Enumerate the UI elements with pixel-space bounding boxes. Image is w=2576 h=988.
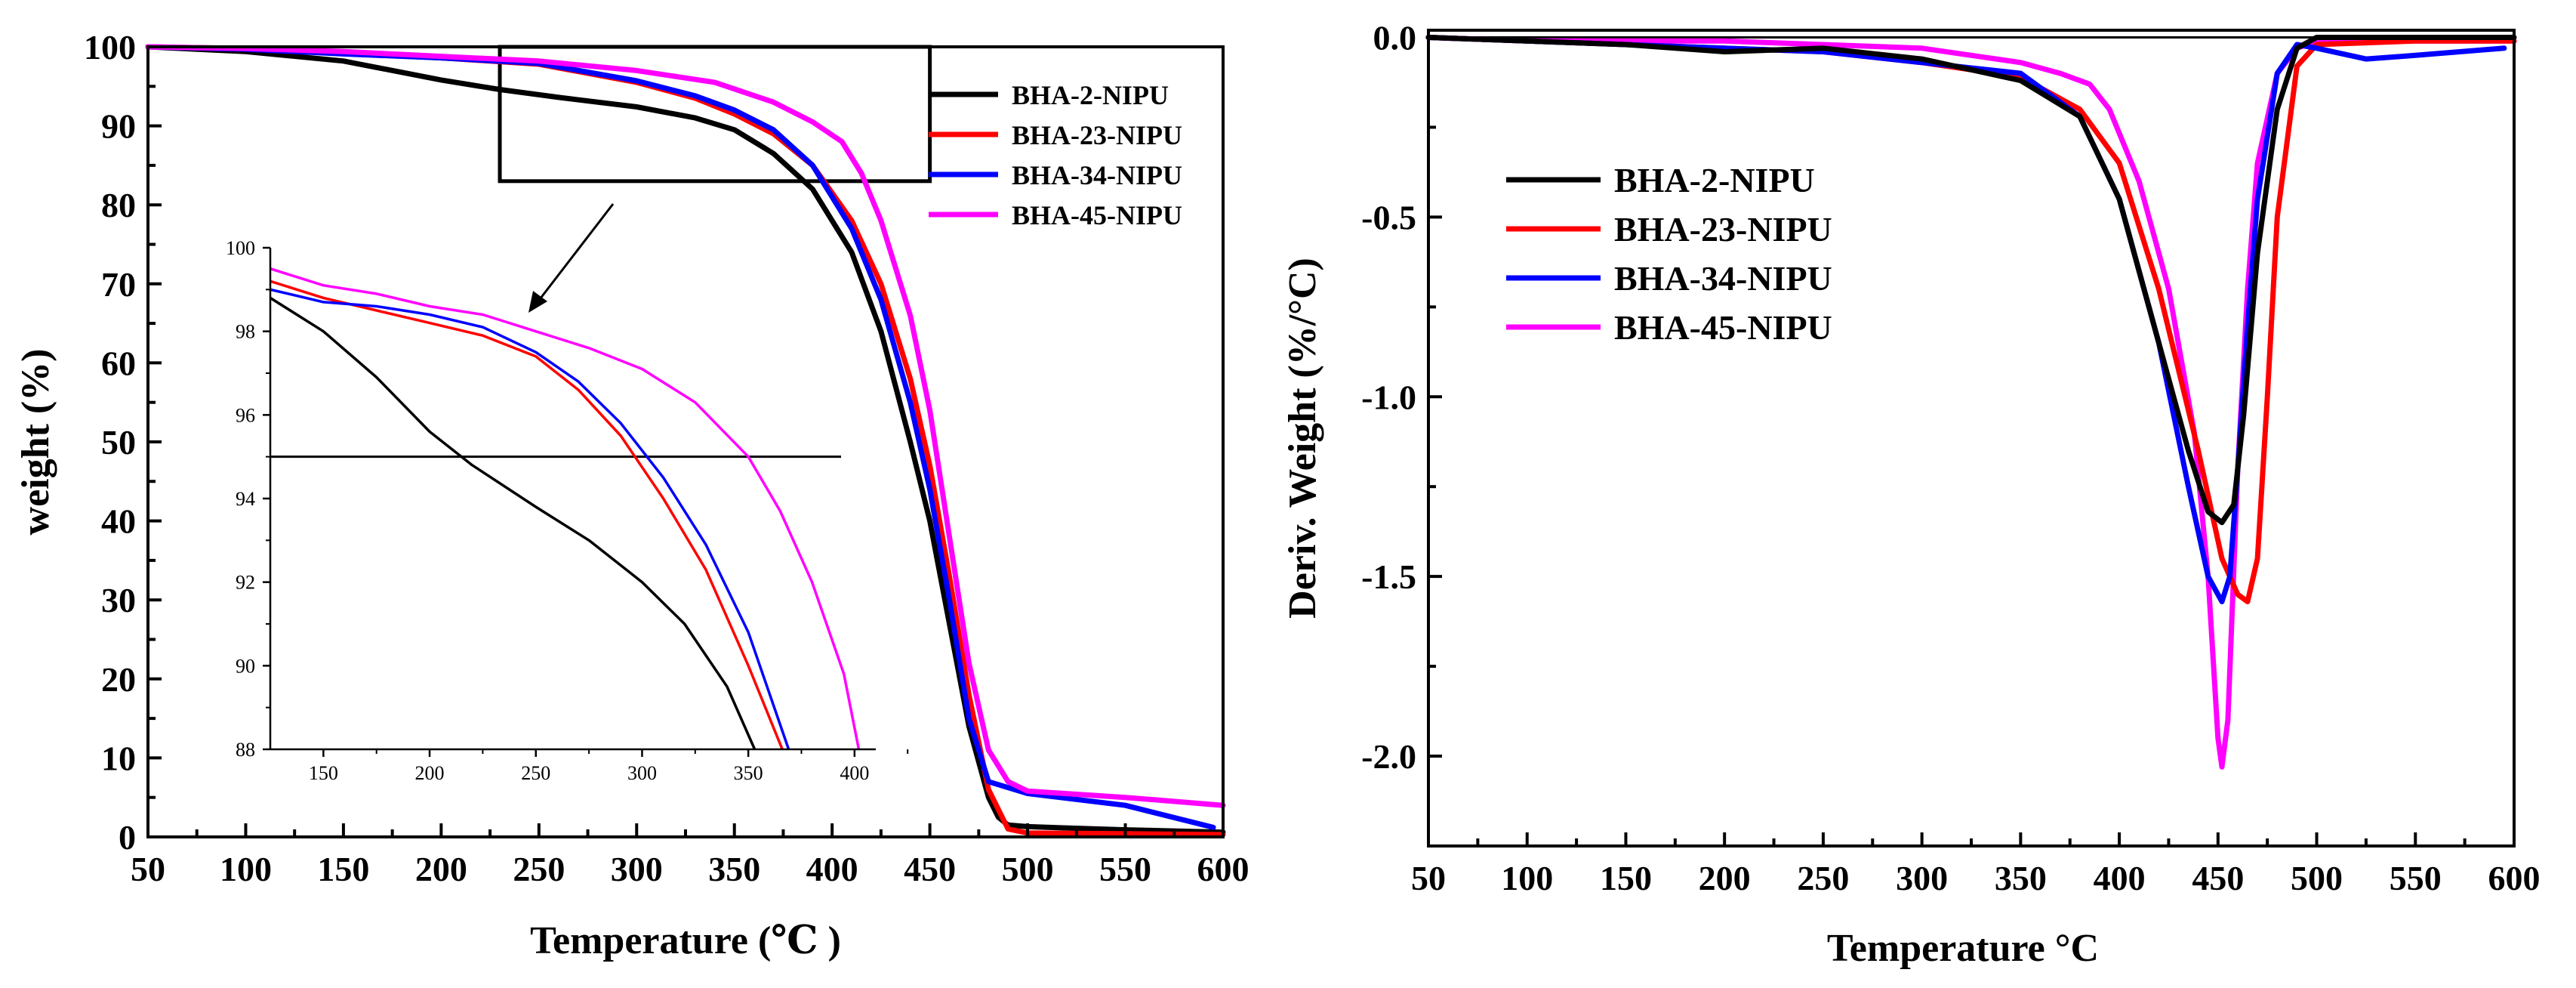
y-axis-title: Deriv. Weight (%/°C) [1281,258,1324,619]
x-tick-label: 100 [1501,859,1553,897]
x-tick-label: 400 [806,850,858,888]
x-tick-label: 450 [904,850,956,888]
y-tick-label: 10 [101,739,136,777]
x-tick-label: 300 [1896,859,1948,897]
y-tick-label: -1.0 [1361,378,1416,416]
x-tick-label: 100 [220,850,272,888]
inset-y-tick-label: 96 [236,404,255,426]
series-line-BHA-2-NIPU [270,296,756,749]
series-line-BHA-45-NIPU [1425,35,2517,770]
x-tick-label: 550 [2390,859,2442,897]
x-tick-label: 50 [1411,859,1446,897]
dtg-chart: 50 100 150 200 250 300 350 400 450 500 550 600 0.0 -0… [1281,19,2541,970]
inset-y-tick-label: 90 [236,655,255,677]
inset-x-tick-label: 400 [840,762,869,784]
inset-y-tick-label: 92 [236,572,255,594]
y-tick-label: 40 [101,502,136,541]
x-axis-title: Temperature °C [1827,927,2099,970]
inset-x-tick-label: 300 [627,762,657,784]
zoom-arrow-line [536,203,615,303]
y-tick-label: -0.5 [1361,198,1416,236]
x-tick-label: 550 [1099,850,1151,888]
x-tick-label: 300 [611,850,663,888]
x-tick-label: 600 [2488,859,2541,897]
series-line-BHA-34-NIPU [1425,35,2507,604]
series-line-BHA-45-NIPU [145,44,1226,808]
y-tick-label: 30 [101,581,136,619]
x-tick-label: 500 [2291,859,2343,897]
inset-x-tick-label: 150 [309,762,338,784]
legend: BHA-2-NIPU BHA-23-NIPU BHA-34-NIPU BHA-45-N… [1506,161,1832,347]
x-tick-label: 450 [2192,859,2244,897]
y-tick-label: 50 [101,423,136,462]
legend-label: BHA-45-NIPU [1614,308,1832,347]
legend-label: BHA-34-NIPU [1614,259,1832,298]
x-axis-title: Temperature (℃ ) [530,919,841,962]
legend-label: BHA-2-NIPU [1012,80,1169,110]
x-tick-label: 250 [1797,859,1849,897]
x-tick-label: 400 [2094,859,2146,897]
series-line-BHA-45-NIPU [270,267,861,749]
tga-chart: 50 100 150 200 250 300 350 400 450 500 550 600 0 10 20… [14,28,1249,962]
y-tick-label: -2.0 [1361,737,1416,776]
series-line-BHA-34-NIPU [270,288,790,749]
x-tick-label: 350 [708,850,760,888]
legend-label: BHA-23-NIPU [1012,120,1182,150]
inset-x-tick-label: 200 [415,762,445,784]
legend: BHA-2-NIPU BHA-23-NIPU BHA-34-NIPU BHA-45-N… [929,80,1182,230]
y-tick-label: 80 [101,186,136,224]
inset-chart: 150 200 250 300 350 400 88 90 92 94 96 98 100 [226,237,909,784]
x-tick-label: 200 [1699,859,1751,897]
y-tick-label: 100 [84,28,136,66]
y-tick-label: 0 [119,818,136,857]
inset-x-tick-label: 350 [734,762,763,784]
y-axis-title: weight (%) [14,349,57,536]
plot-frame [1427,29,2516,848]
y-tick-label: 70 [101,265,136,304]
legend-label: BHA-2-NIPU [1614,161,1815,199]
inset-x-tick-label: 250 [521,762,550,784]
inset-y-tick-label: 94 [236,488,255,510]
x-tick-label: 600 [1197,850,1249,888]
x-tick-label: 150 [1600,859,1652,897]
x-tick-label: 250 [513,850,565,888]
x-tick-label: 350 [1995,859,2047,897]
zoom-arrow-head [528,291,547,313]
legend-label: BHA-23-NIPU [1614,210,1832,249]
x-tick-label: 150 [317,850,369,888]
y-tick-label: 60 [101,344,136,382]
inset-y-tick-label: 100 [226,237,255,259]
y-tick-label: 90 [101,107,136,146]
legend-label: BHA-45-NIPU [1012,200,1182,230]
y-tick-label: -1.5 [1361,557,1416,596]
x-tick-label: 200 [415,850,467,888]
legend-label: BHA-34-NIPU [1012,160,1182,190]
inset-y-tick-label: 98 [236,321,255,343]
series-line-BHA-23-NIPU [270,279,784,749]
y-tick-label: 20 [101,660,136,699]
x-tick-label: 50 [131,850,165,888]
series-line-BHA-23-NIPU [1425,35,2517,604]
inset-y-tick-label: 88 [236,739,255,761]
y-tick-label: 0.0 [1373,19,1417,57]
x-tick-label: 500 [1002,850,1054,888]
series-line-BHA-2-NIPU [1425,35,2517,526]
